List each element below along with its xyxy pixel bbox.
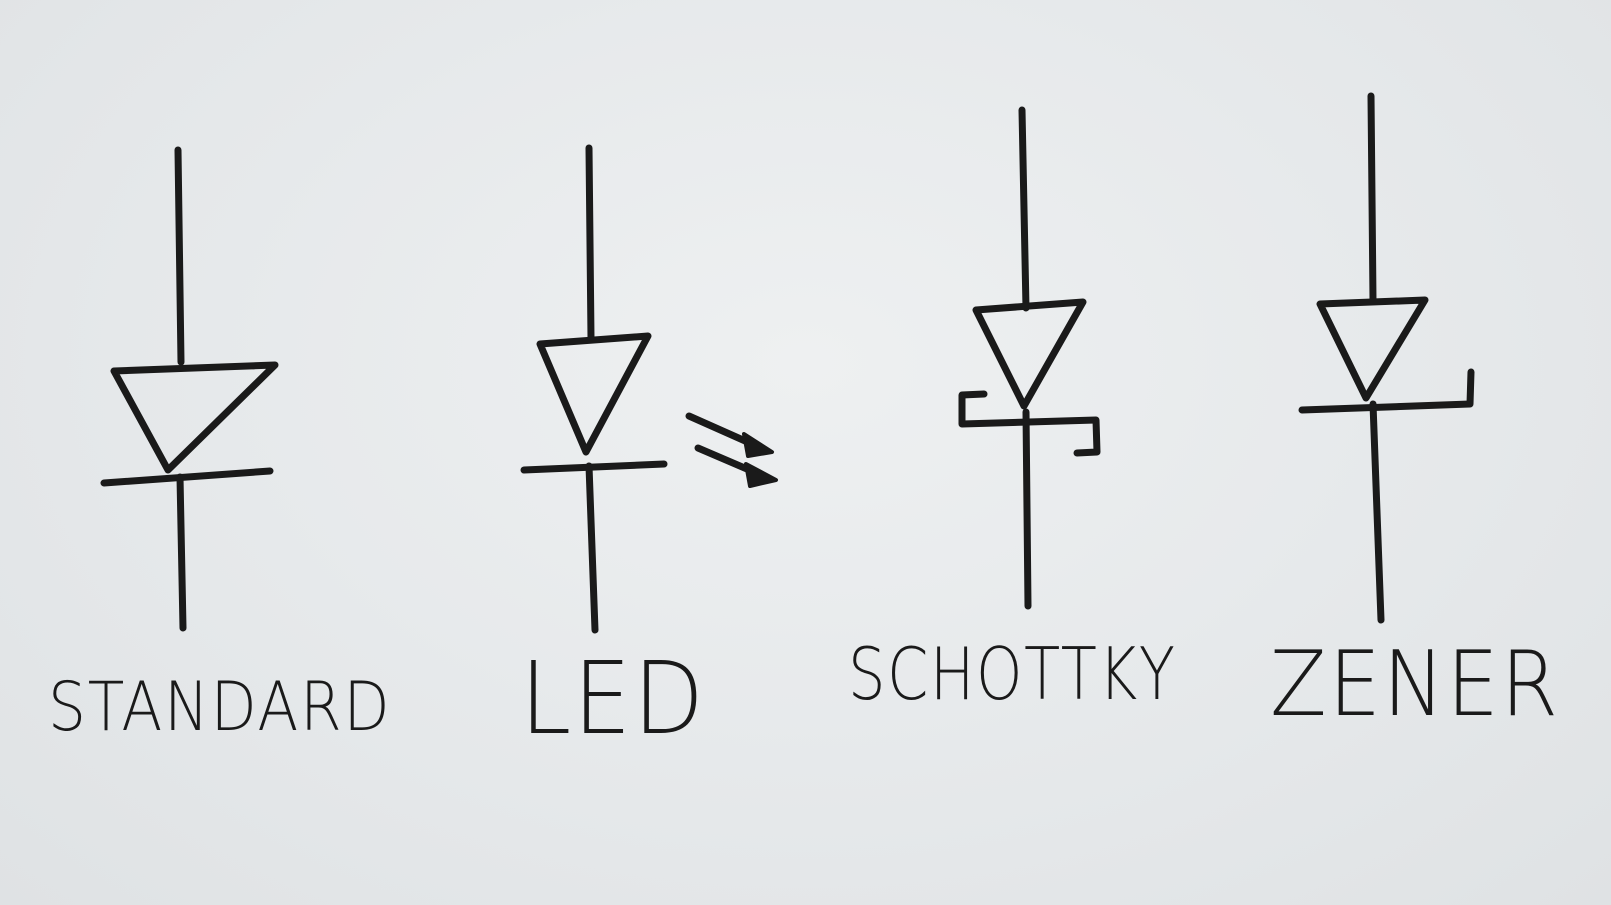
zener-label: ZENER (1270, 632, 1561, 737)
zener-cathode-bar (1298, 368, 1475, 414)
schottky-label: SCHOTTKY (848, 632, 1177, 716)
zener-diode-symbol (1298, 92, 1475, 624)
standard-cathode-lead (176, 473, 187, 632)
led-label: LED (520, 640, 706, 757)
standard-triangle (110, 361, 279, 474)
led-emission-ray-1 (685, 412, 756, 448)
standard-label: STANDARD (48, 668, 392, 747)
led-symbol (520, 144, 778, 634)
led-cathode-lead (585, 462, 599, 634)
zener-cathode-lead (1369, 400, 1385, 624)
standard-anode-lead (174, 146, 185, 366)
standard-diode-symbol (100, 146, 279, 632)
standard-cathode-bar (100, 467, 274, 487)
led-emission-arrowhead-2 (744, 462, 778, 488)
schottky-diode-symbol (958, 106, 1101, 610)
schottky-triangle (972, 298, 1087, 410)
led-emission-ray-2 (694, 444, 758, 476)
led-cathode-bar (520, 460, 668, 474)
schottky-cathode-lead (1022, 408, 1032, 610)
schottky-anode-lead (1018, 106, 1030, 312)
led-triangle (536, 332, 652, 456)
led-anode-lead (585, 144, 595, 342)
zener-triangle (1316, 296, 1429, 402)
zener-anode-lead (1367, 92, 1377, 304)
led-emission-arrowhead-1 (742, 432, 774, 458)
